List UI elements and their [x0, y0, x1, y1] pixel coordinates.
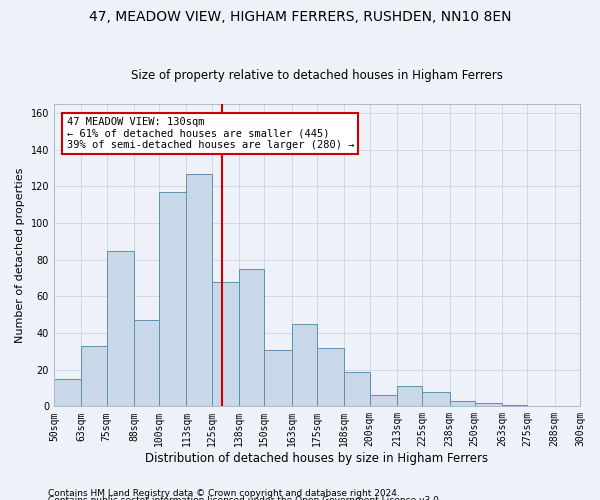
- Bar: [317, 348, 344, 406]
- Y-axis label: Number of detached properties: Number of detached properties: [15, 168, 25, 343]
- Bar: [107, 250, 134, 406]
- Bar: [292, 324, 317, 406]
- Text: Contains public sector information licensed under the Open Government Licence v3: Contains public sector information licen…: [48, 496, 442, 500]
- X-axis label: Distribution of detached houses by size in Higham Ferrers: Distribution of detached houses by size …: [145, 452, 488, 465]
- Bar: [370, 396, 397, 406]
- Bar: [265, 350, 292, 406]
- Bar: [239, 269, 265, 406]
- Bar: [81, 346, 107, 406]
- Bar: [475, 402, 502, 406]
- Bar: [212, 282, 239, 406]
- Text: 47 MEADOW VIEW: 130sqm
← 61% of detached houses are smaller (445)
39% of semi-de: 47 MEADOW VIEW: 130sqm ← 61% of detached…: [67, 117, 354, 150]
- Bar: [344, 372, 370, 406]
- Bar: [134, 320, 159, 406]
- Bar: [397, 386, 422, 406]
- Bar: [54, 379, 81, 406]
- Bar: [159, 192, 187, 406]
- Bar: [422, 392, 449, 406]
- Text: Contains HM Land Registry data © Crown copyright and database right 2024.: Contains HM Land Registry data © Crown c…: [48, 488, 400, 498]
- Text: 47, MEADOW VIEW, HIGHAM FERRERS, RUSHDEN, NN10 8EN: 47, MEADOW VIEW, HIGHAM FERRERS, RUSHDEN…: [89, 10, 511, 24]
- Bar: [502, 404, 527, 406]
- Bar: [449, 401, 475, 406]
- Bar: [187, 174, 212, 406]
- Title: Size of property relative to detached houses in Higham Ferrers: Size of property relative to detached ho…: [131, 69, 503, 82]
